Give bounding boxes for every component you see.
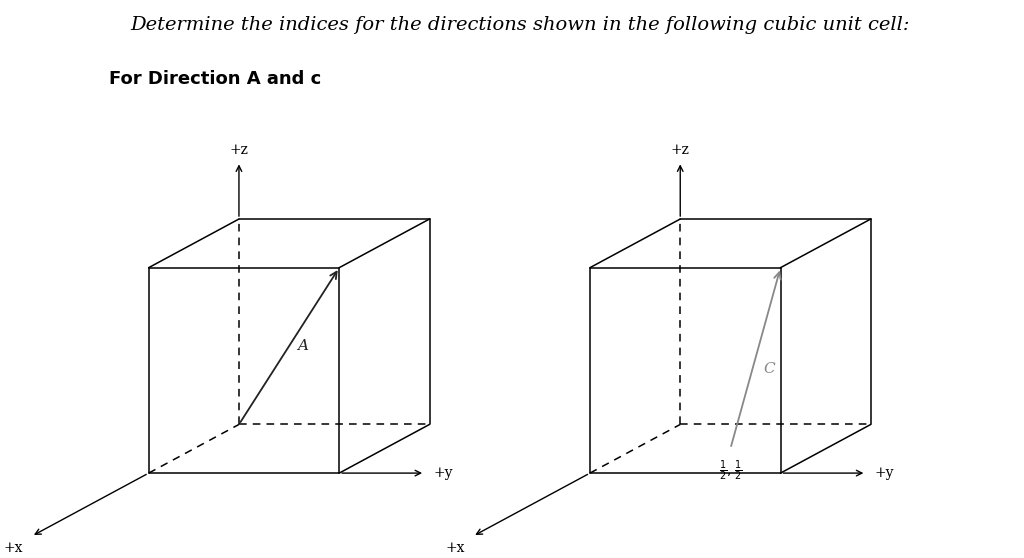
Text: +y: +y — [433, 466, 453, 480]
Text: A: A — [297, 339, 308, 353]
Text: For Direction A and c: For Direction A and c — [109, 70, 321, 88]
Text: +z: +z — [671, 143, 690, 157]
Text: $\frac{1}{2}, \frac{1}{2}$: $\frac{1}{2}, \frac{1}{2}$ — [719, 459, 742, 483]
Text: +z: +z — [229, 143, 249, 157]
Text: +y: +y — [874, 466, 894, 480]
Text: +x: +x — [4, 541, 24, 555]
Text: C: C — [764, 362, 775, 376]
Text: +x: +x — [445, 541, 465, 555]
Text: Determine the indices for the directions shown in the following cubic unit cell:: Determine the indices for the directions… — [130, 16, 909, 34]
